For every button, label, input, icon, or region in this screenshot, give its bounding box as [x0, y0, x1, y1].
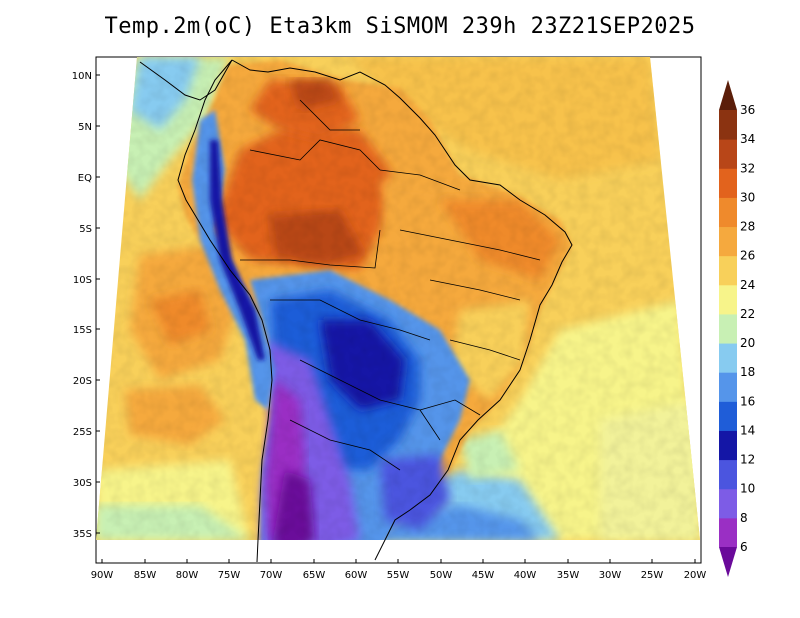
lat-tick-label: 30S — [73, 478, 92, 489]
lat-tick-label: 5N — [78, 122, 92, 133]
temperature-field — [96, 57, 700, 540]
lon-tick-label: 50W — [430, 570, 453, 581]
colorbar-band — [719, 459, 737, 490]
lon-tick-label: 80W — [176, 570, 199, 581]
colorbar-level-label: 36 — [740, 103, 755, 117]
colorbar-band — [719, 430, 737, 461]
lat-tick-label: 10S — [73, 275, 92, 286]
lon-tick-label: 60W — [345, 570, 368, 581]
colorbar-level-label: 32 — [740, 161, 755, 175]
colorbar-band — [719, 372, 737, 402]
colorbar-level-label: 16 — [740, 394, 755, 408]
map-title: Temp.2m(oC) Eta3km SiSMOM 239h 23Z21SEP2… — [104, 14, 696, 39]
lat-tick-label: 20S — [73, 376, 92, 387]
lon-tick-label: 90W — [91, 570, 114, 581]
lon-tick-label: 20W — [684, 570, 707, 581]
colorbar: 6 8 10 12 14 16 18 20 22 24 26 28 30 32 34 36 — [719, 80, 755, 577]
latitude-axis: 10N 5N EQ 5S 10S 15S 20S 25S 30S 35S — [72, 71, 100, 540]
colorbar-band — [719, 488, 737, 519]
colorbar-level-label: 20 — [740, 336, 755, 350]
colorbar-arrow-bottom — [719, 547, 737, 577]
colorbar-band — [719, 517, 737, 548]
colorbar-level-label: 30 — [740, 190, 755, 204]
lon-tick-label: 30W — [599, 570, 622, 581]
colorbar-level-label: 28 — [740, 220, 755, 234]
colorbar-arrow-top — [719, 80, 737, 110]
colorbar-level-label: 6 — [740, 540, 748, 554]
colorbar-band — [719, 226, 737, 257]
lon-tick-label: 45W — [472, 570, 495, 581]
coastlines — [139, 59, 573, 563]
colorbar-level-label: 22 — [740, 307, 755, 321]
lon-tick-label: 85W — [134, 570, 157, 581]
lon-tick-label: 65W — [303, 570, 326, 581]
lat-tick-label: 25S — [73, 427, 92, 438]
lat-tick-label: 15S — [73, 325, 92, 336]
lon-tick-label: 40W — [514, 570, 537, 581]
colorbar-level-label: 10 — [740, 482, 755, 496]
lat-tick-label: 10N — [72, 71, 92, 82]
colorbar-band — [719, 255, 737, 286]
colorbar-band — [719, 197, 737, 228]
lat-tick-label: EQ — [78, 173, 92, 184]
colorbar-band — [719, 313, 737, 344]
colorbar-band — [719, 168, 737, 198]
colorbar-level-label: 8 — [740, 511, 748, 525]
colorbar-band — [719, 110, 737, 140]
colorbar-level-label: 18 — [740, 365, 755, 379]
lon-tick-label: 35W — [557, 570, 580, 581]
colorbar-band — [719, 139, 737, 169]
colorbar-band — [719, 343, 737, 373]
colorbar-level-label: 24 — [740, 278, 755, 292]
colorbar-band — [719, 401, 737, 431]
lon-tick-label: 55W — [387, 570, 410, 581]
longitude-axis: 90W 85W 80W 75W 70W 65W 60W 55W 50W 45W … — [91, 559, 707, 581]
colorbar-band — [719, 284, 737, 315]
colorbar-level-label: 26 — [740, 249, 755, 263]
colorbar-level-label: 34 — [740, 132, 755, 146]
lon-tick-label: 25W — [641, 570, 664, 581]
colorbar-level-label: 12 — [740, 453, 755, 467]
colorbar-level-label: 14 — [740, 423, 755, 437]
lat-tick-label: 35S — [73, 529, 92, 540]
country-borders — [240, 99, 541, 471]
lon-tick-label: 70W — [260, 570, 283, 581]
lon-tick-label: 75W — [218, 570, 241, 581]
lat-tick-label: 5S — [79, 224, 92, 235]
